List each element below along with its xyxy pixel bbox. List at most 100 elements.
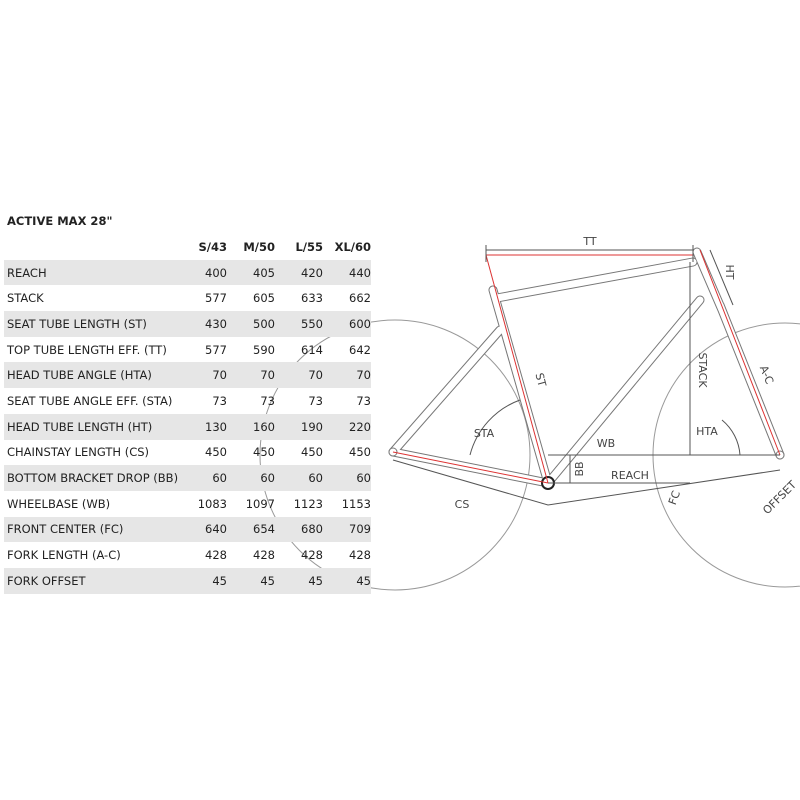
cell-value: 642 (349, 342, 371, 357)
table-row: SEAT TUBE LENGTH (ST) 430 500 550 600 (4, 311, 371, 337)
cell-value: 614 (301, 342, 323, 357)
cell-value: 709 (323, 516, 371, 543)
label-ac: A-C (757, 364, 776, 387)
cell-value: 428 (301, 548, 323, 563)
cell-value: 60 (227, 465, 275, 491)
cell-value: 70 (191, 362, 227, 389)
cell-value: 450 (205, 445, 227, 460)
table-title: ACTIVE MAX 28" (7, 214, 113, 228)
cell-value: 1083 (197, 496, 227, 511)
cell-value: 450 (253, 445, 275, 460)
cell-value: 600 (323, 311, 371, 337)
dimension-lines (392, 245, 781, 506)
row-label: FORK OFFSET (4, 567, 191, 594)
table-row: SEAT TUBE ANGLE EFF. (STA) 73 73 73 73 (4, 388, 371, 414)
row-label: HEAD TUBE ANGLE (HTA) (4, 362, 191, 389)
table-row: FORK LENGTH (A-C) 428 428 428 428 (4, 542, 371, 568)
label-reach: REACH (611, 469, 649, 482)
cell-value: 73 (308, 393, 323, 408)
cell-value: 1097 (245, 496, 275, 511)
table-row: TOP TUBE LENGTH EFF. (TT) 577 590 614 642 (4, 337, 371, 363)
row-label: STACK (7, 291, 44, 306)
cell-value: 1123 (293, 496, 323, 511)
cell-value: 440 (323, 259, 371, 286)
cell-value: 420 (275, 259, 323, 286)
frame (388, 247, 785, 490)
cell-value: 550 (275, 311, 323, 337)
geometry-table: S/43 M/50 L/55 XL/60 REACH 400 405 420 440 STACK… (4, 234, 371, 594)
table-row: HEAD TUBE ANGLE (HTA) 70 70 70 70 (4, 362, 371, 389)
row-label: BOTTOM BRACKET DROP (BB) (4, 465, 191, 491)
row-label: FORK LENGTH (A-C) (7, 548, 121, 563)
row-label: FRONT CENTER (FC) (4, 516, 191, 543)
label-bb: BB (573, 461, 586, 476)
cell-value: 577 (205, 291, 227, 306)
table-row: FRONT CENTER (FC) 640 654 680 709 (4, 516, 371, 543)
label-ht: HT (723, 265, 736, 280)
cell-value: 1153 (341, 496, 371, 511)
cell-value: 70 (227, 362, 275, 389)
cell-value: 428 (253, 548, 275, 563)
table-row: REACH 400 405 420 440 (4, 259, 371, 286)
cell-value: 633 (301, 291, 323, 306)
cell-value: 430 (191, 311, 227, 337)
cell-value: 640 (191, 516, 227, 543)
header-blank (4, 234, 191, 260)
label-wb: WB (597, 437, 615, 450)
column-header: L/55 (295, 239, 323, 254)
cell-value: 405 (227, 259, 275, 286)
cell-value: 428 (349, 548, 371, 563)
header-row: S/43 M/50 L/55 XL/60 (4, 234, 372, 260)
cell-value: 450 (349, 445, 371, 460)
label-st: ST (532, 372, 548, 389)
cell-value: 45 (191, 567, 227, 594)
cell-value: 662 (349, 291, 371, 306)
table-row: WHEELBASE (WB) 1083 1097 1123 1153 (4, 491, 371, 517)
cell-value: 605 (253, 291, 275, 306)
row-label: HEAD TUBE LENGTH (HT) (4, 413, 191, 440)
table-row: STACK 577 605 633 662 (4, 285, 371, 311)
cell-value: 130 (191, 413, 227, 440)
cell-value: 654 (227, 516, 275, 543)
cell-value: 577 (205, 342, 227, 357)
column-header: M/50 (243, 239, 275, 254)
cell-value: 60 (275, 465, 323, 491)
label-stack: STACK (696, 352, 709, 388)
cell-value: 70 (323, 362, 371, 389)
row-label: CHAINSTAY LENGTH (CS) (7, 445, 150, 460)
row-label: WHEELBASE (WB) (7, 496, 111, 511)
row-label: TOP TUBE LENGTH EFF. (TT) (7, 342, 167, 357)
table-row: BOTTOM BRACKET DROP (BB) 60 60 60 60 (4, 465, 371, 491)
rear-wheel (259, 319, 531, 591)
label-sta: STA (474, 427, 495, 440)
cell-value: 590 (253, 342, 275, 357)
cell-value: 73 (260, 393, 275, 408)
cell-value: 190 (275, 413, 323, 440)
cell-value: 450 (301, 445, 323, 460)
cell-value: 70 (275, 362, 323, 389)
cell-value: 60 (191, 465, 227, 491)
red-axes (392, 249, 781, 484)
cell-value: 500 (227, 311, 275, 337)
label-cs: CS (455, 498, 470, 511)
column-header: XL/60 (334, 239, 371, 254)
cell-value: 428 (205, 548, 227, 563)
cell-value: 400 (191, 259, 227, 286)
cell-value: 220 (323, 413, 371, 440)
cell-value: 45 (227, 567, 275, 594)
table-row: CHAINSTAY LENGTH (CS) 450 450 450 450 (4, 440, 371, 466)
cell-value: 45 (323, 567, 371, 594)
row-label: SEAT TUBE ANGLE EFF. (STA) (7, 393, 173, 408)
label-hta: HTA (696, 425, 718, 438)
label-tt: TT (582, 235, 597, 248)
cell-value: 73 (212, 393, 227, 408)
cell-value: 45 (275, 567, 323, 594)
cell-value: 160 (227, 413, 275, 440)
row-label: SEAT TUBE LENGTH (ST) (4, 311, 191, 337)
label-fc: FC (666, 489, 683, 507)
label-offset: OFFSET (760, 478, 799, 517)
table-row: FORK OFFSET 45 45 45 45 (4, 567, 371, 594)
cell-value: 680 (275, 516, 323, 543)
